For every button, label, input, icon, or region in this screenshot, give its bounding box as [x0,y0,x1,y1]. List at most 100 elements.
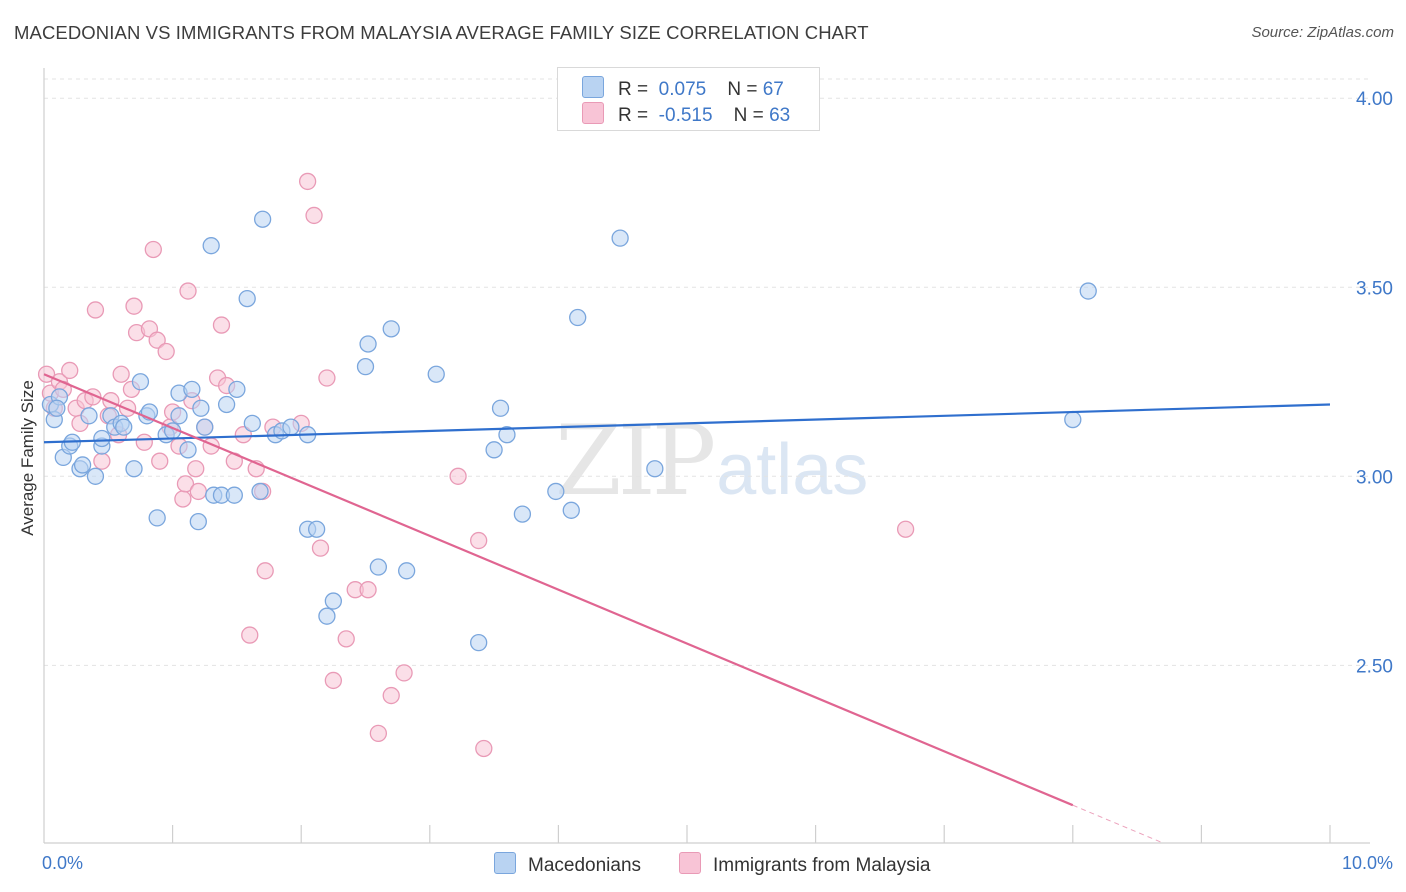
point-malaysia [125,297,143,315]
point-malaysia [93,452,111,470]
point-macedonians [562,501,580,519]
point-macedonians [382,320,400,338]
point-malaysia [135,433,153,451]
point-macedonians [318,607,336,625]
point-malaysia [449,467,467,485]
point-malaysia [359,581,377,599]
point-malaysia [112,365,130,383]
y-tick-label: 2.50 [1356,656,1393,677]
legend-row-malaysia: R = -0.515 N = 63 [582,102,790,126]
point-macedonians [282,418,300,436]
point-macedonians [183,380,201,398]
point-malaysia [61,361,79,380]
legend-n-value: 63 [769,105,791,126]
point-macedonians [359,335,377,353]
point-malaysia [157,342,175,361]
bottom-legend-macedonians: Macedonians [494,852,641,877]
y-tick-label: 4.00 [1356,89,1393,110]
legend-r-label: R = [618,105,649,126]
point-macedonians [485,441,503,459]
point-malaysia [212,316,231,334]
x-tick-label: 10.0% [1342,853,1393,873]
point-malaysia [234,426,252,444]
y-tick-label: 3.00 [1356,467,1393,488]
point-macedonians [369,558,388,576]
legend-row-macedonians: R = 0.075 N = 67 [582,76,784,100]
point-malaysia [311,539,330,557]
point-macedonians [547,482,565,501]
x-tick-label: 0.0% [42,853,83,873]
trendline-malaysia [43,373,1074,807]
point-macedonians [125,460,143,478]
legend-n-label: N = [727,79,758,100]
legend-r-label: R = [618,79,649,100]
point-macedonians [148,509,166,527]
point-macedonians [569,308,587,327]
point-macedonians [228,380,246,398]
point-malaysia [324,671,343,690]
legend-r-value: 0.075 [658,79,707,100]
point-macedonians [398,562,416,580]
point-malaysia [176,475,195,493]
point-macedonians [48,399,66,417]
y-tick-label: 3.50 [1356,278,1393,299]
point-macedonians [498,426,516,444]
point-macedonians [470,633,488,652]
point-macedonians [179,441,197,459]
point-malaysia [144,240,162,259]
point-macedonians [115,418,133,436]
point-macedonians [253,210,272,228]
point-macedonians [189,513,207,531]
point-macedonians [251,482,269,501]
trendline-macedonians [43,403,1331,444]
watermark-atlas: atlas [716,430,869,510]
point-macedonians [513,505,532,523]
point-macedonians [238,289,256,308]
point-malaysia [470,531,488,550]
point-malaysia [369,724,388,743]
point-macedonians [202,237,220,255]
point-macedonians [243,414,261,433]
point-malaysia [382,686,400,705]
point-macedonians [356,358,375,376]
legend-n-value: 67 [762,79,784,100]
point-malaysia [337,630,355,648]
point-malaysia [148,331,166,349]
point-macedonians [1064,410,1082,429]
point-macedonians [225,486,243,504]
legend-r-value: -0.515 [658,105,713,126]
point-malaysia [256,562,274,580]
point-malaysia [86,301,105,319]
point-macedonians [1079,282,1097,300]
point-macedonians [646,460,664,478]
point-macedonians [170,407,188,425]
point-malaysia [179,282,197,300]
point-malaysia [305,206,323,225]
chart-title: MACEDONIAN VS IMMIGRANTS FROM MALAYSIA A… [14,22,869,43]
point-malaysia [475,739,493,758]
legend-n-label: N = [733,105,764,126]
correlation-legend: R = 0.075 N = 67 R = -0.515 N = 63 [557,67,820,131]
point-macedonians [427,365,445,383]
point-malaysia [241,626,259,644]
point-macedonians [192,399,210,417]
point-malaysia [187,460,205,478]
point-macedonians [196,418,214,436]
point-malaysia [174,490,192,508]
bottom-legend-swatch-blue [494,852,516,874]
y-axis-label: Average Family Size [18,380,37,536]
point-malaysia [318,369,336,387]
point-malaysia [896,520,915,538]
trendline-malaysia-extension [1072,804,1164,844]
bottom-legend-swatch-pink [679,852,701,874]
legend-swatch-pink [582,102,604,124]
point-macedonians [73,456,92,474]
point-malaysia [298,172,317,191]
point-macedonians [80,407,98,425]
point-macedonians [131,373,150,391]
point-macedonians [307,520,326,538]
source-credit: Source: ZipAtlas.com [1251,24,1394,41]
point-malaysia [395,664,413,682]
legend-swatch-blue [582,76,604,98]
